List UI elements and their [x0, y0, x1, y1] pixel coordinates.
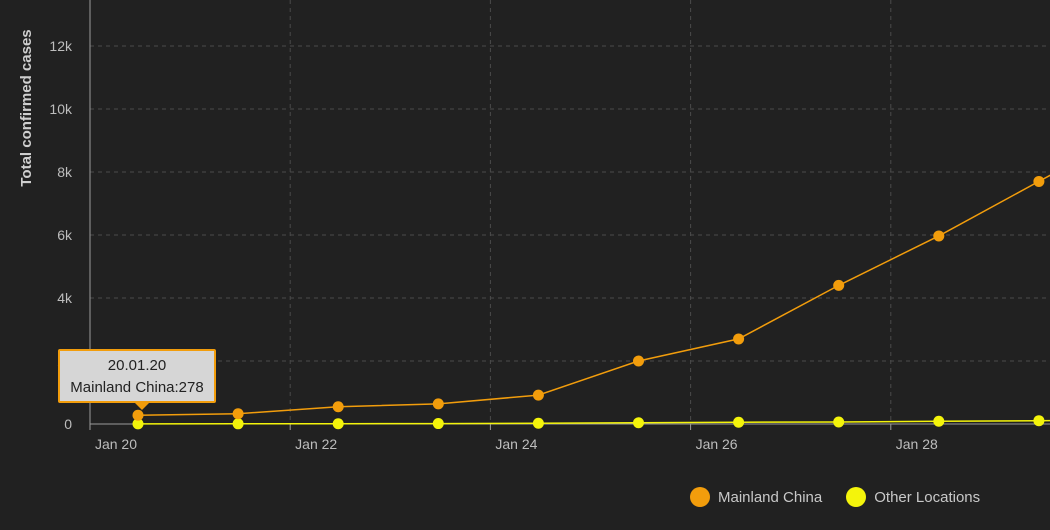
legend-swatch-other-locations	[846, 487, 867, 507]
x-tick-label: Jan 22	[295, 436, 337, 452]
data-point-other-locations	[933, 415, 945, 427]
legend: Mainland China Other Locations	[690, 487, 980, 507]
tooltip-date: 20.01.20	[107, 357, 167, 374]
y-tick-label: 8k	[57, 164, 73, 180]
x-tick-label: Jan 28	[896, 436, 938, 452]
legend-swatch-mainland-china	[690, 487, 710, 507]
x-tick-label: Jan 26	[696, 436, 738, 452]
data-point-mainland-china	[332, 401, 344, 413]
data-point-mainland-china	[132, 409, 144, 421]
data-point-mainland-china	[432, 398, 444, 410]
tooltip-value: Mainland China:278	[70, 379, 204, 396]
data-point-other-locations	[532, 417, 544, 429]
data-point-other-locations	[432, 418, 444, 430]
data-point-other-locations	[1033, 415, 1045, 427]
x-tick-label: Jan 20	[95, 436, 137, 452]
y-axis-label: Total confirmed cases	[18, 29, 35, 186]
data-point-mainland-china	[933, 230, 945, 242]
data-point-other-locations	[833, 416, 845, 428]
data-point-mainland-china	[1033, 175, 1045, 187]
y-tick-label: 6k	[57, 227, 73, 243]
data-point-other-locations	[733, 416, 745, 428]
points	[132, 175, 1045, 430]
legend-item-other-locations[interactable]: Other Locations	[846, 487, 980, 507]
y-tick-label: 10k	[49, 101, 73, 117]
data-point-mainland-china	[733, 333, 745, 345]
series-line-other-locations	[137, 419, 1050, 425]
data-point-other-locations	[633, 417, 644, 429]
grid	[90, 0, 1050, 424]
data-point-other-locations	[232, 418, 244, 430]
data-point-mainland-china	[633, 355, 644, 367]
x-tick-label: Jan 24	[495, 436, 537, 452]
legend-label-other-locations: Other Locations	[874, 488, 981, 506]
tooltip: 20.01.20 Mainland China:278	[58, 349, 216, 410]
y-tick-label: 4k	[57, 290, 73, 306]
y-tick-label: 0	[64, 416, 72, 432]
series-line-mainland-china	[137, 174, 1050, 416]
data-point-mainland-china	[532, 389, 544, 401]
legend-item-mainland-china[interactable]: Mainland China	[690, 487, 822, 507]
data-point-mainland-china	[833, 279, 845, 291]
data-point-other-locations	[332, 418, 344, 430]
y-tick-label: 12k	[49, 38, 73, 54]
series	[137, 174, 1050, 425]
data-point-mainland-china	[232, 408, 244, 420]
legend-label-mainland-china: Mainland China	[718, 488, 823, 506]
data-point-other-locations	[132, 418, 144, 430]
